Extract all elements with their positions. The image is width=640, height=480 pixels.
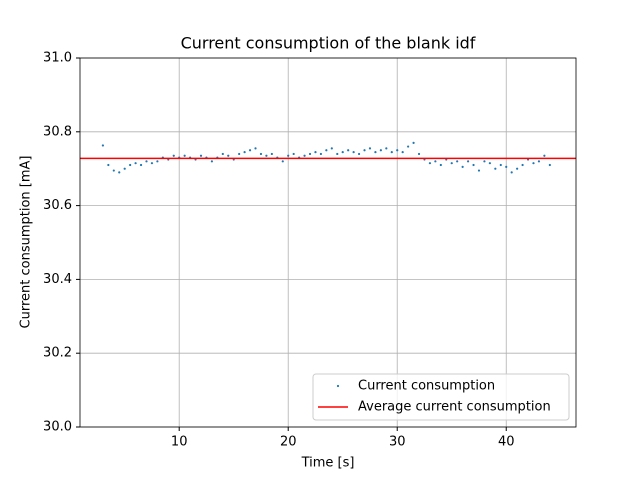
y-tick-label: 30.6 [43, 198, 72, 213]
data-point [221, 152, 224, 156]
data-point [428, 162, 432, 165]
data-point [248, 149, 252, 152]
data-point [172, 154, 175, 157]
plot-frame [79, 57, 577, 428]
data-point [472, 163, 475, 167]
chart-title: Current consumption of the blank idf [181, 34, 476, 53]
y-tick-label: 30.8 [43, 124, 72, 139]
data-point [456, 160, 459, 163]
data-point [374, 150, 377, 154]
data-point [107, 163, 110, 167]
data-point [505, 165, 508, 168]
data-point [210, 160, 214, 163]
data-point [265, 154, 268, 157]
data-point [434, 160, 437, 163]
legend-label: Average current consumption [358, 400, 551, 415]
data-point [292, 152, 295, 156]
data-point [287, 154, 290, 157]
data-point [450, 162, 453, 165]
x-tick-label: 10 [171, 435, 188, 450]
data-point [112, 169, 115, 172]
data-point [325, 149, 328, 152]
data-point [488, 162, 491, 165]
legend-marker [336, 384, 340, 388]
data-point [379, 149, 382, 152]
data-point [259, 152, 263, 156]
data-point [254, 147, 257, 150]
x-axis-label: Time [s] [301, 456, 355, 471]
y-tick-label: 30.2 [43, 346, 72, 361]
data-point [101, 144, 104, 147]
data-point [477, 169, 481, 172]
data-point [407, 145, 410, 148]
data-point [150, 162, 154, 165]
data-point [134, 162, 137, 165]
legend-label: Current consumption [358, 379, 495, 394]
data-point [357, 152, 361, 156]
data-point [183, 154, 186, 157]
data-point [417, 152, 421, 156]
data-point [308, 152, 312, 156]
data-point [363, 149, 366, 152]
data-point [499, 163, 502, 167]
y-tick-label: 30.4 [43, 272, 72, 287]
data-point [466, 160, 470, 163]
data-point [439, 163, 442, 167]
data-point [347, 149, 350, 152]
data-point [396, 149, 399, 152]
data-point [368, 147, 372, 150]
data-point [510, 171, 513, 174]
data-point [461, 165, 464, 168]
y-tick-label: 30.0 [43, 420, 72, 435]
data-point [516, 167, 519, 170]
data-point [270, 152, 273, 156]
data-point [537, 160, 541, 163]
data-point [199, 154, 203, 157]
data-point [521, 163, 524, 167]
data-point [341, 150, 344, 154]
data-point [543, 154, 546, 157]
data-point [145, 160, 148, 163]
y-tick-label: 31.0 [43, 51, 72, 66]
data-point [483, 160, 486, 163]
x-tick-label: 30 [389, 435, 406, 450]
data-point [281, 160, 284, 163]
data-point [156, 160, 159, 163]
data-point [330, 147, 333, 150]
data-point [548, 163, 551, 167]
data-point [532, 162, 535, 165]
data-point [303, 154, 306, 157]
y-axis-label: Current consumption [mA] [19, 156, 34, 329]
data-point [412, 141, 415, 144]
legend-box [312, 373, 570, 421]
data-point [390, 150, 393, 154]
data-point [227, 154, 230, 157]
data-point [118, 171, 121, 174]
data-point [243, 150, 246, 154]
data-point [129, 163, 132, 167]
x-tick-label: 40 [498, 435, 515, 450]
data-point [401, 150, 404, 154]
data-point [319, 152, 323, 156]
data-point [336, 152, 339, 156]
data-point [352, 150, 355, 154]
data-point [139, 163, 143, 167]
x-tick-label: 20 [280, 435, 297, 450]
data-point [123, 167, 126, 170]
data-point [314, 150, 317, 154]
data-point [494, 167, 497, 170]
data-point [238, 152, 241, 156]
data-point [385, 147, 388, 150]
